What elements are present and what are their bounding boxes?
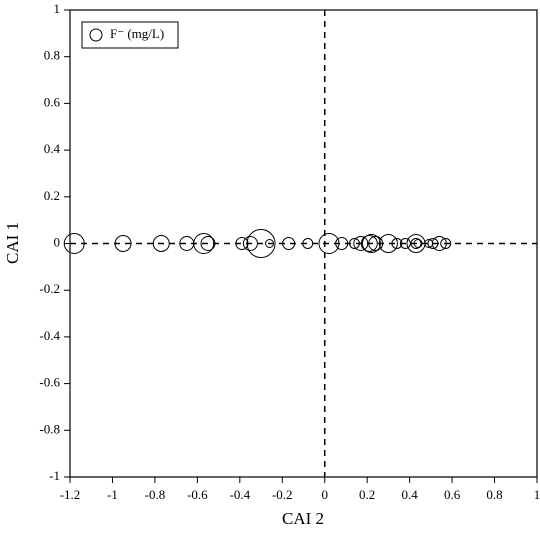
y-tick-label: -0.4 bbox=[39, 328, 60, 343]
bubble bbox=[431, 236, 447, 251]
bubble bbox=[427, 238, 439, 249]
bubble bbox=[114, 235, 132, 252]
y-tick-label: 0 bbox=[54, 234, 61, 249]
bubble bbox=[63, 233, 85, 254]
legend-box bbox=[81, 21, 179, 49]
bubble bbox=[265, 239, 275, 248]
bubble bbox=[361, 234, 381, 253]
y-tick-label: 0.6 bbox=[44, 94, 61, 109]
bubble bbox=[235, 237, 249, 250]
x-tick-label: -0.6 bbox=[187, 487, 208, 502]
y-tick-label: 0.2 bbox=[44, 188, 60, 203]
bubble bbox=[378, 234, 398, 253]
x-tick-label: 0.2 bbox=[359, 487, 375, 502]
bubble bbox=[318, 233, 340, 254]
bubble bbox=[282, 237, 296, 250]
bubble bbox=[391, 238, 403, 249]
y-axis-title: CAI 1 bbox=[3, 222, 22, 264]
bubble bbox=[193, 233, 215, 254]
y-tick-label: -0.2 bbox=[39, 281, 60, 296]
y-tick-label: 0.4 bbox=[44, 141, 61, 156]
bubble bbox=[200, 236, 216, 251]
x-tick-label: 0.6 bbox=[444, 487, 461, 502]
x-axis-title: CAI 2 bbox=[282, 509, 324, 528]
bubble bbox=[360, 235, 378, 252]
x-tick-label: -0.4 bbox=[230, 487, 251, 502]
x-tick-label: -1 bbox=[107, 487, 118, 502]
bubble bbox=[440, 238, 452, 249]
x-tick-label: -0.2 bbox=[272, 487, 293, 502]
bubble bbox=[302, 238, 314, 249]
y-tick-label: -0.8 bbox=[39, 421, 60, 436]
x-tick-label: 1 bbox=[534, 487, 540, 502]
bubble bbox=[246, 229, 276, 258]
y-tick-label: 0.8 bbox=[44, 48, 60, 63]
x-tick-label: 0.8 bbox=[486, 487, 502, 502]
bubble bbox=[413, 239, 423, 248]
x-tick-label: 0.4 bbox=[402, 487, 419, 502]
bubble bbox=[399, 238, 411, 249]
x-tick-label: 0 bbox=[321, 487, 328, 502]
bubble bbox=[410, 238, 422, 249]
bubble bbox=[368, 236, 384, 251]
bubble bbox=[335, 237, 349, 250]
x-tick-label: -1.2 bbox=[60, 487, 81, 502]
bubble bbox=[353, 236, 369, 251]
y-tick-label: 1 bbox=[54, 1, 61, 16]
y-tick-label: -1 bbox=[49, 468, 60, 483]
bubble bbox=[348, 238, 360, 249]
bubble bbox=[152, 235, 170, 252]
legend-label: F⁻ (mg/L) bbox=[110, 26, 164, 41]
legend-marker bbox=[89, 28, 103, 42]
y-tick-label: -0.6 bbox=[39, 375, 60, 390]
x-tick-label: -0.8 bbox=[145, 487, 166, 502]
bubble bbox=[242, 236, 258, 251]
